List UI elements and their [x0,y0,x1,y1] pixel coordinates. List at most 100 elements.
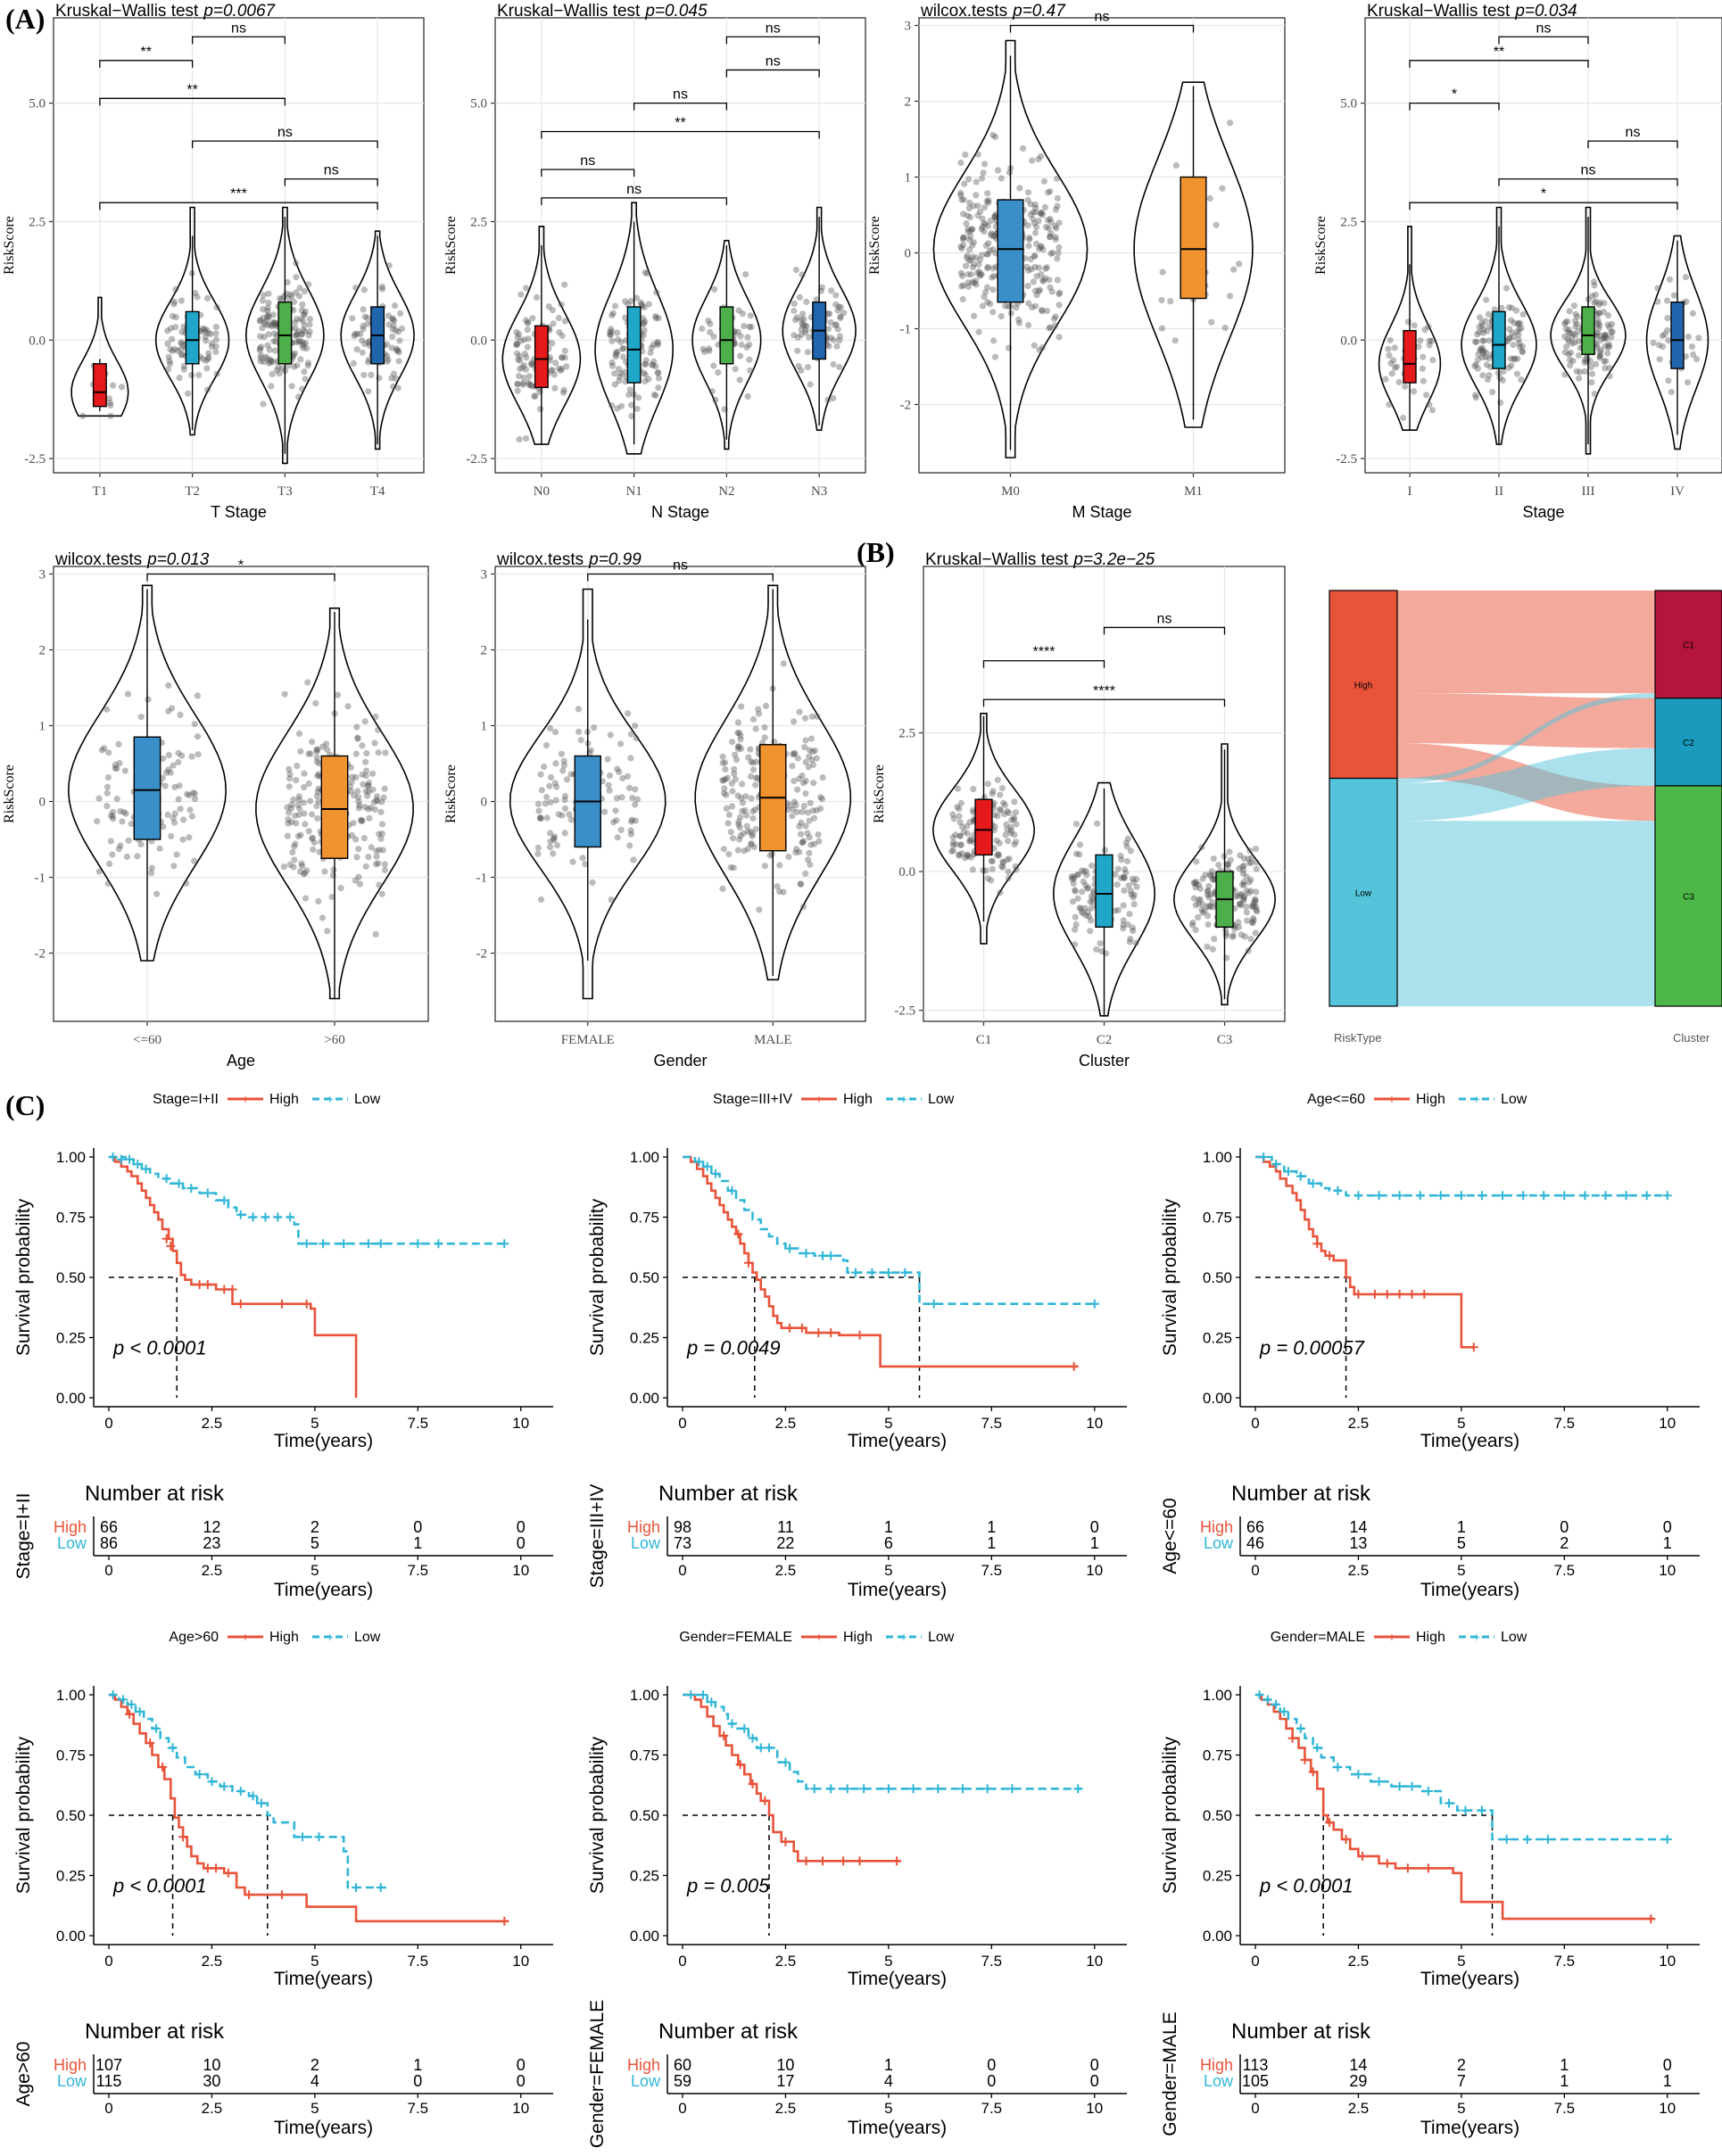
data-point [1388,370,1395,377]
data-point [1656,342,1663,349]
data-point [1565,351,1572,358]
data-point [283,290,290,297]
data-point [265,359,272,367]
data-point [364,314,371,322]
data-point [962,151,969,158]
data-point [1010,814,1017,822]
data-point [1478,354,1486,361]
data-point [776,862,783,869]
x-tick-label: 10 [512,1415,529,1432]
censor-mark [817,1856,827,1866]
significance-label: **** [1093,683,1115,698]
data-point [296,285,303,292]
data-point [1484,327,1491,335]
data-point [652,363,659,370]
significance-bracket [191,140,378,149]
data-point [1594,344,1601,351]
chart-title: wilcox.tests p=0.013 [54,550,210,569]
data-point [390,322,397,329]
data-point [632,786,639,793]
censor-mark [376,1239,385,1249]
data-point [106,860,113,868]
data-point [1076,851,1083,858]
legend-censor-high: + [815,1630,823,1644]
data-point [800,780,807,787]
data-point [304,679,311,686]
data-point [1244,917,1251,924]
data-point [1609,320,1616,327]
data-point [982,867,989,874]
data-point [802,737,809,744]
data-point [611,370,618,377]
data-point [1489,389,1496,396]
data-point [999,863,1006,871]
data-point [354,734,361,741]
data-point [1082,912,1089,919]
data-point [724,820,732,827]
significance-label: ns [277,125,293,140]
censor-mark [1089,1299,1099,1309]
risk-table-title: Number at risk [85,2020,225,2044]
censor-mark [859,1784,869,1794]
risk-count: 5 [1457,1534,1466,1552]
data-point [376,881,383,888]
data-point [741,847,748,855]
data-point [379,847,386,854]
data-point [547,844,554,851]
data-point [976,208,984,215]
data-point [960,282,967,289]
plot-panel [53,566,429,1022]
data-point [1604,350,1611,357]
data-point [376,830,383,838]
risk-x-tick-label: 2.5 [775,1562,797,1579]
data-point [980,867,987,874]
data-point [1038,243,1045,250]
data-point [361,718,368,725]
data-point [298,338,305,345]
violin-3 [340,230,415,450]
data-point [284,804,291,811]
data-point [115,740,122,748]
data-point [628,412,635,420]
data-point [1050,315,1058,322]
data-point [319,914,326,921]
data-point [559,332,566,340]
data-point [989,865,996,872]
significance-label: ns [766,21,781,36]
data-point [1518,376,1525,384]
data-point [537,814,544,822]
data-point [156,845,163,852]
data-point [559,812,566,819]
risk-count: 22 [776,1534,794,1552]
data-point [299,863,306,870]
data-point [1597,346,1604,353]
data-point [1089,898,1097,905]
data-point [559,767,567,774]
data-point [1581,356,1588,363]
data-point [965,257,973,264]
data-point [627,830,635,838]
data-point [1666,276,1674,283]
data-point [643,269,650,277]
data-point [799,838,806,847]
data-point [166,358,173,365]
censor-mark [302,1239,311,1249]
data-point [1665,337,1672,344]
data-point [970,786,977,793]
box-3 [1670,302,1685,369]
censor-mark [135,1706,145,1716]
data-point [747,312,754,319]
risk-count: 0 [987,2072,996,2090]
data-point [1036,346,1043,353]
data-point [297,748,304,756]
data-point [125,837,132,844]
data-point [175,796,182,803]
data-point [1206,194,1213,202]
data-point [1519,348,1526,355]
data-point [525,378,532,386]
data-point [522,317,530,324]
data-point [988,857,995,864]
risk-count: 105 [1242,2072,1269,2090]
data-point [373,861,380,868]
data-point [740,830,747,837]
